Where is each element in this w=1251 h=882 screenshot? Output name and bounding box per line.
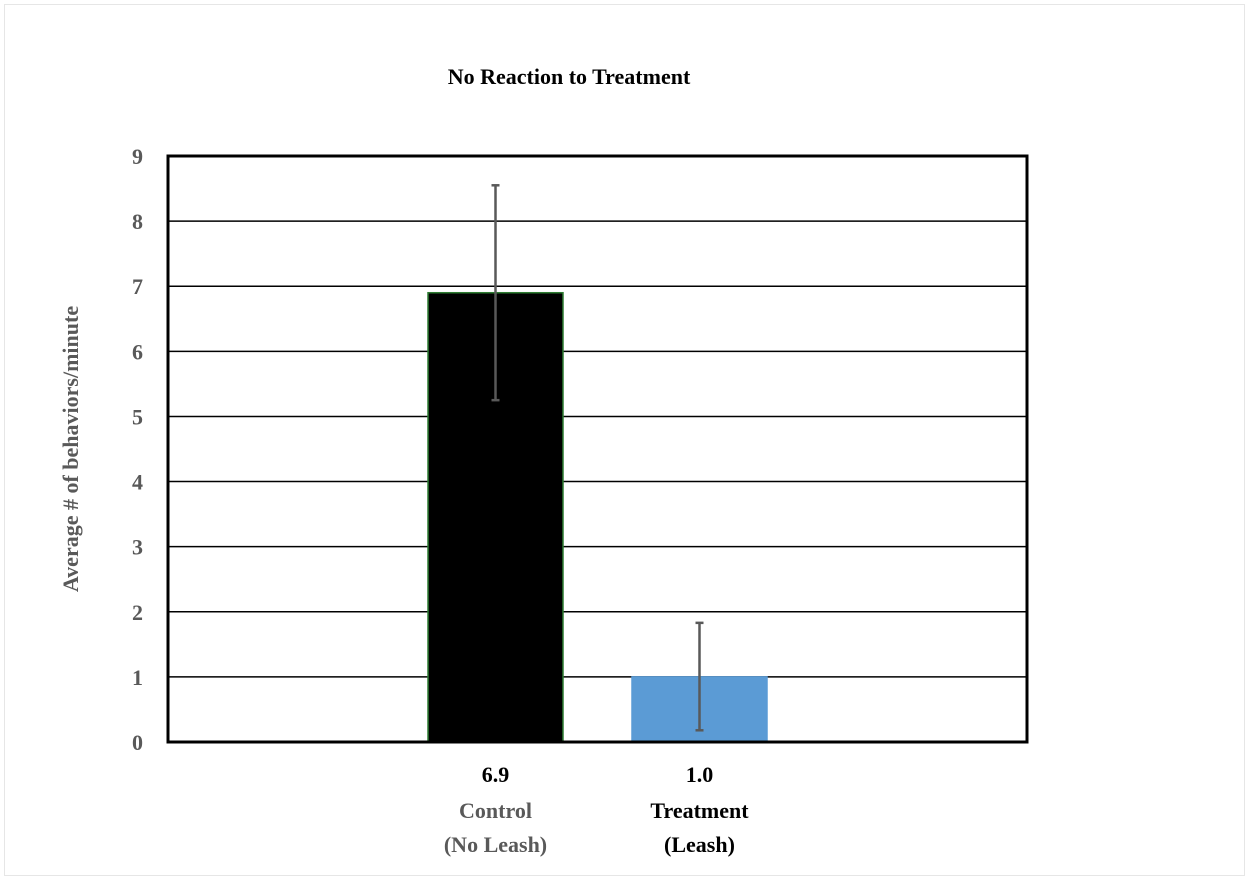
category-label-line2: (Leash) — [664, 832, 735, 857]
y-tick-label: 8 — [132, 209, 143, 234]
y-axis-title: Average # of behaviors/minute — [58, 306, 83, 592]
bars — [427, 291, 768, 743]
bar-value-label: 6.9 — [482, 762, 510, 787]
y-tick-label: 7 — [132, 274, 143, 299]
y-tick-label: 2 — [132, 600, 143, 625]
category-label-line2: (No Leash) — [444, 832, 547, 857]
y-tick-label: 4 — [132, 470, 143, 495]
x-category-labels: 6.9 Control (No Leash) 1.0 Treatment (Leash) — [444, 762, 749, 857]
chart-title: No Reaction to Treatment — [448, 64, 691, 89]
plot-area-border — [166, 154, 1029, 744]
bar-value-label: 1.0 — [686, 762, 714, 787]
category-label-line1: Control — [459, 798, 532, 823]
y-tick-label: 9 — [132, 144, 143, 169]
grid-layer — [168, 220, 1027, 678]
y-tick-label: 3 — [132, 535, 143, 560]
y-tick-labels: 0 1 2 3 4 5 6 7 8 9 — [132, 144, 143, 755]
y-tick-label: 5 — [132, 404, 143, 429]
category-label-line1: Treatment — [650, 798, 749, 823]
y-tick-label: 0 — [132, 730, 143, 755]
error-bars — [491, 184, 704, 732]
chart-frame — [4, 4, 1245, 876]
y-tick-label: 6 — [132, 339, 143, 364]
y-tick-label: 1 — [132, 665, 143, 690]
